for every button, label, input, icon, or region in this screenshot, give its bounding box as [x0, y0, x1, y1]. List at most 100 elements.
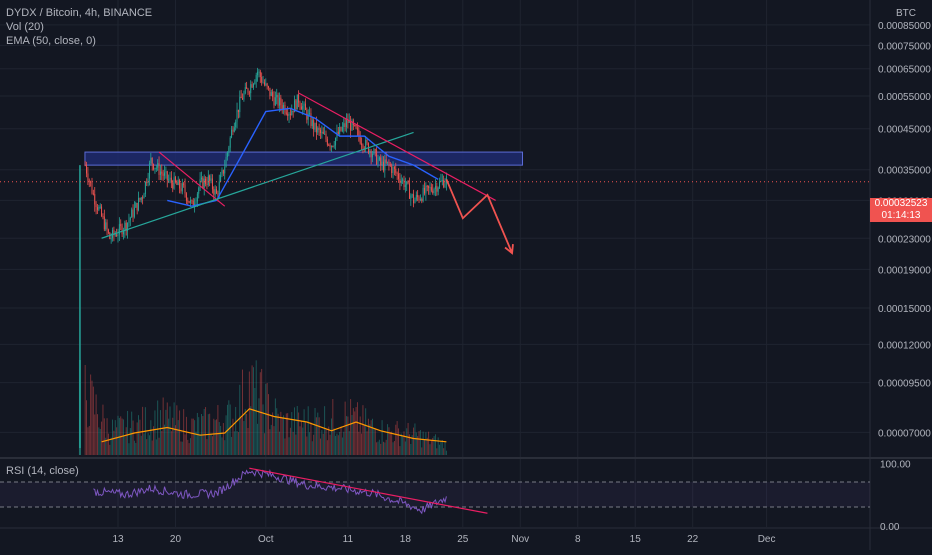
candle-body — [98, 207, 100, 210]
candle-body — [404, 184, 406, 188]
last-price-tag: 0.00032523 01:14:13 — [870, 198, 932, 222]
candle-body — [317, 127, 319, 133]
candle-body — [225, 156, 227, 168]
price-tick-label: 0.00023000 — [878, 234, 931, 245]
volume-bar — [224, 440, 226, 455]
volume-bar — [187, 439, 189, 455]
candle-body — [133, 207, 135, 217]
volume-indicator-label[interactable]: Vol (20) — [6, 21, 44, 33]
volume-bar — [162, 397, 164, 455]
time-tick-label: 18 — [400, 534, 412, 545]
candle-body — [251, 84, 253, 88]
volume-bar — [148, 435, 150, 455]
volume-bar — [129, 428, 131, 455]
volume-bar — [90, 374, 92, 455]
volume-bar — [324, 406, 326, 455]
candle-body — [155, 167, 157, 169]
volume-bar — [281, 418, 283, 455]
volume-bar — [91, 380, 93, 455]
candle-body — [172, 182, 174, 189]
volume-bar — [237, 432, 239, 455]
volume-bar — [217, 405, 219, 455]
candle-body — [139, 197, 141, 200]
volume-bar — [265, 383, 267, 455]
candle-body — [190, 200, 192, 203]
candle-body — [389, 164, 391, 166]
price-tick-label: 0.00075000 — [878, 41, 931, 52]
rsi-tick-label: 0.00 — [880, 522, 900, 533]
volume-bar — [436, 448, 438, 455]
candle-body — [333, 145, 335, 147]
candle-body — [266, 83, 268, 87]
volume-bar — [199, 433, 201, 455]
symbol-title[interactable]: DYDX / Bitcoin, 4h, BINANCE — [6, 7, 153, 19]
candle-body — [246, 87, 248, 89]
candle-body — [419, 199, 421, 201]
rsi-indicator-label[interactable]: RSI (14, close) — [6, 465, 79, 477]
candle-body — [422, 187, 424, 202]
volume-bar — [233, 431, 235, 455]
volume-bar — [398, 428, 399, 455]
candle-body — [403, 179, 405, 188]
candle-body — [122, 230, 124, 235]
candle-body — [247, 88, 249, 93]
candle-body — [94, 194, 96, 205]
candle-body — [96, 207, 98, 210]
volume-bar — [343, 431, 345, 455]
volume-bar — [94, 414, 96, 455]
volume-bar — [444, 441, 446, 455]
volume-bar — [235, 406, 237, 455]
volume-bar — [300, 420, 302, 455]
volume-bar — [102, 404, 104, 455]
candle-body — [132, 209, 134, 217]
volume-bar — [262, 404, 264, 455]
volume-bar — [252, 367, 254, 455]
volume-bar — [365, 408, 367, 455]
candle-body — [355, 125, 357, 129]
candle-body — [376, 150, 378, 165]
volume-bar — [88, 425, 90, 455]
candle-body — [114, 234, 116, 236]
candle-body — [388, 161, 390, 165]
candle-body — [148, 163, 150, 179]
volume-bar — [87, 427, 89, 455]
candle-body — [270, 92, 272, 96]
candle-body — [226, 152, 228, 157]
overlays — [0, 92, 870, 255]
volume-bar — [221, 437, 223, 455]
volume-bar — [287, 413, 289, 455]
candle-body — [332, 146, 334, 148]
candle-body — [99, 206, 101, 208]
candle-body — [184, 185, 186, 194]
ema-indicator-label[interactable]: EMA (50, close, 0) — [6, 35, 96, 47]
candle-body — [200, 177, 202, 180]
candle-body — [151, 157, 153, 165]
candlesticks — [79, 67, 447, 448]
candle-body — [84, 165, 86, 167]
candle-body — [258, 71, 260, 73]
candle-body — [265, 83, 267, 85]
candle-body — [385, 159, 387, 163]
volume-bar — [195, 431, 197, 455]
candle-body — [300, 106, 302, 110]
volume-bar — [306, 436, 308, 455]
axes: 0.00085000 0.00075000 0.00065000 0.00055000… — [112, 21, 931, 545]
candle-body — [278, 97, 280, 106]
volume-bar — [385, 439, 387, 455]
volume-bar — [181, 441, 183, 455]
volume-bar — [109, 444, 111, 455]
volume-bar — [413, 427, 415, 455]
candle-body — [209, 175, 211, 181]
candle-body — [220, 175, 222, 182]
volume-bar — [228, 400, 230, 455]
volume-bar — [174, 425, 176, 455]
candle-body — [261, 77, 263, 83]
volume-bar — [218, 422, 220, 455]
volume-bar — [426, 437, 428, 455]
volume-bar — [387, 424, 389, 455]
volume-bar — [330, 418, 332, 455]
bar-countdown: 01:14:13 — [881, 210, 921, 221]
volume-bar — [317, 412, 319, 455]
